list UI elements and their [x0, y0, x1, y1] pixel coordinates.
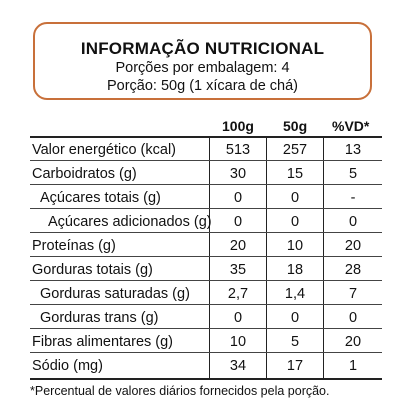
table-row: Açúcares adicionados (g) 0 0 0: [30, 210, 382, 233]
table-row: Gorduras totais (g) 35 18 28: [30, 258, 382, 281]
column-header-vd: %VD*: [332, 118, 370, 134]
table-bottom-rule: [30, 378, 382, 380]
value-vd: 28: [344, 262, 362, 278]
value-vd: 0: [348, 310, 358, 326]
value-100g: 10: [229, 334, 247, 350]
label-title: INFORMAÇÃO NUTRICIONAL: [80, 39, 325, 58]
value-vd: 1: [348, 358, 358, 374]
nutrient-label: Açúcares totais (g): [40, 190, 161, 206]
value-100g: 513: [225, 142, 251, 158]
row-divider: [30, 328, 382, 329]
value-100g: 30: [229, 166, 247, 182]
footnote: *Percentual de valores diários fornecido…: [30, 384, 330, 398]
value-50g: 1,4: [284, 286, 306, 302]
nutrient-label: Gorduras saturadas (g): [40, 286, 190, 302]
nutrient-label: Açúcares adicionados (g): [48, 214, 212, 230]
nutrient-label: Sódio (mg): [32, 358, 103, 374]
value-100g: 0: [233, 190, 243, 206]
table-row: Gorduras trans (g) 0 0 0: [30, 306, 382, 329]
column-header-50g: 50g: [283, 118, 308, 134]
value-50g: 10: [286, 238, 304, 254]
value-vd: 0: [348, 214, 358, 230]
value-50g: 15: [286, 166, 304, 182]
value-50g: 0: [290, 310, 300, 326]
value-50g: 5: [290, 334, 300, 350]
value-100g: 35: [229, 262, 247, 278]
nutrient-label: Valor energético (kcal): [32, 142, 176, 158]
value-vd: 20: [344, 334, 362, 350]
value-50g: 257: [282, 142, 308, 158]
table-row: Carboidratos (g) 30 15 5: [30, 162, 382, 185]
row-divider: [30, 208, 382, 209]
nutrient-label: Fibras alimentares (g): [32, 334, 174, 350]
row-divider: [30, 160, 382, 161]
serving-size: Porção: 50g (1 xícara de chá): [106, 78, 299, 94]
row-divider: [30, 280, 382, 281]
column-divider: [209, 138, 210, 378]
nutrient-label: Carboidratos (g): [32, 166, 137, 182]
table-row: Fibras alimentares (g) 10 5 20: [30, 330, 382, 353]
value-50g: 17: [286, 358, 304, 374]
value-100g: 0: [233, 214, 243, 230]
row-divider: [30, 352, 382, 353]
table-top-rule: [30, 136, 382, 138]
column-header-100g: 100g: [222, 118, 254, 134]
table-row: Proteínas (g) 20 10 20: [30, 234, 382, 257]
table-row: Sódio (mg) 34 17 1: [30, 354, 382, 377]
value-100g: 34: [229, 358, 247, 374]
table-row: Valor energético (kcal) 513 257 13: [30, 138, 382, 161]
nutrient-label: Proteínas (g): [32, 238, 116, 254]
value-vd: 20: [344, 238, 362, 254]
value-vd: 13: [344, 142, 362, 158]
value-100g: 0: [233, 310, 243, 326]
value-vd: 7: [348, 286, 358, 302]
value-100g: 2,7: [227, 286, 249, 302]
table-row: Açúcares totais (g) 0 0 -: [30, 186, 382, 209]
value-vd: 5: [348, 166, 358, 182]
value-100g: 20: [229, 238, 247, 254]
row-divider: [30, 256, 382, 257]
nutrient-label: Gorduras totais (g): [32, 262, 153, 278]
value-vd: -: [350, 190, 356, 206]
row-divider: [30, 304, 382, 305]
value-50g: 0: [290, 214, 300, 230]
value-50g: 0: [290, 190, 300, 206]
nutrient-label: Gorduras trans (g): [40, 310, 159, 326]
table-row: Gorduras saturadas (g) 2,7 1,4 7: [30, 282, 382, 305]
value-50g: 18: [286, 262, 304, 278]
row-divider: [30, 184, 382, 185]
column-divider: [266, 138, 267, 378]
column-divider: [323, 138, 324, 378]
header-box: INFORMAÇÃO NUTRICIONAL Porções por embal…: [33, 22, 372, 100]
row-divider: [30, 232, 382, 233]
servings-per-package: Porções por embalagem: 4: [115, 60, 290, 76]
